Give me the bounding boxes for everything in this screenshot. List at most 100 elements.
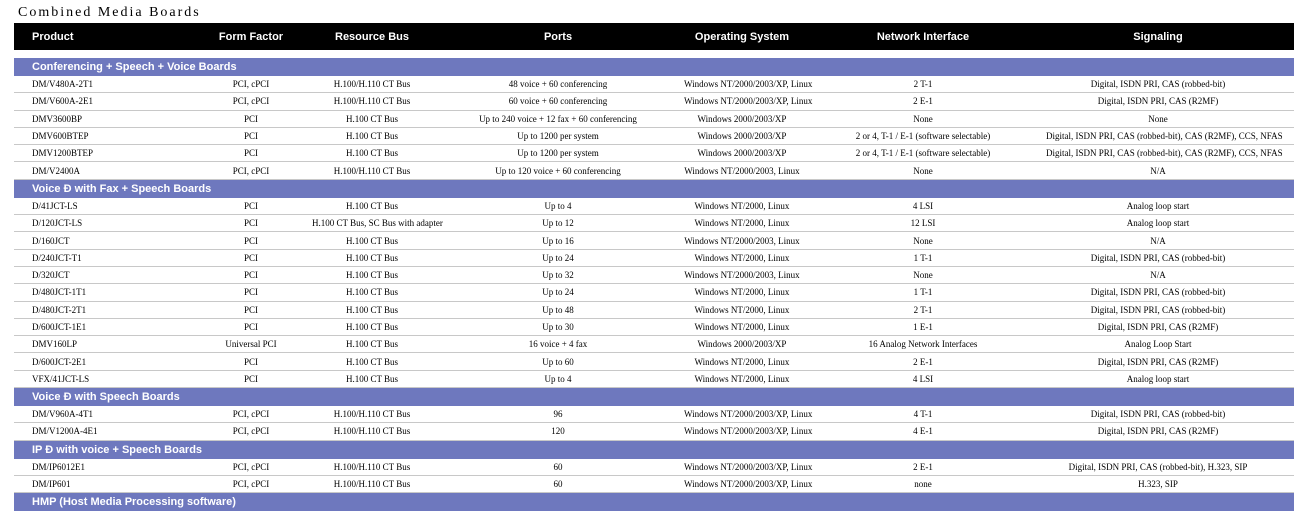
- table-cell: 1 T-1: [800, 283, 1046, 302]
- table-cell: PCI: [190, 352, 312, 371]
- table-cell: PCI, cPCI: [190, 161, 312, 180]
- table-cell: Windows NT/2000/2003/XP, Linux: [684, 422, 812, 441]
- table-row: DM/V600A-2E1 PCI, cPCI H.100/H.110 CT Bus 6…: [14, 92, 1294, 111]
- table-cell: None: [800, 266, 1046, 285]
- table-cell: Windows NT/2000, Linux: [684, 352, 800, 371]
- table-cell: D/120JCT-LS: [14, 214, 190, 233]
- table-cell: Windows NT/2000/2003/XP, Linux: [684, 92, 812, 111]
- table-cell: PCI: [190, 266, 312, 285]
- table-cell: Digital, ISDN PRI, CAS (R2MF): [1046, 352, 1294, 371]
- table-body: Conferencing + Speech + Voice Boards DM/V…: [14, 50, 1294, 512]
- table-row: DM/V960A-4T1 PCI, cPCI H.100/H.110 CT Bus 9…: [14, 406, 1294, 424]
- table-row: DM/V2400A PCI, cPCI H.100/H.110 CT Bus Up t…: [14, 161, 1294, 180]
- table-cell: Up to 4: [432, 370, 684, 389]
- table-cell: H.100/H.110 CT Bus: [312, 92, 432, 111]
- column-header: Operating System: [684, 23, 800, 50]
- table-row: D/160JCT PCI H.100 CT Bus Up to 16 Windows N…: [14, 231, 1294, 250]
- table-cell: D/240JCT-T1: [14, 249, 190, 267]
- table-cell: 1 E-1: [800, 318, 1046, 337]
- table-cell: 96: [432, 406, 684, 424]
- table-cell: None: [1046, 110, 1294, 128]
- table-cell: Up to 12: [432, 214, 684, 233]
- table-cell: 4 T-1: [800, 406, 1046, 424]
- table-cell: H.100/H.110 CT Bus: [312, 458, 432, 476]
- table-cell: Up to 48: [432, 301, 684, 319]
- table-cell: H.100 CT Bus, SC Bus with adapter: [312, 214, 443, 233]
- table-cell: H.100 CT Bus: [312, 266, 432, 285]
- table-cell: D/480JCT-2T1: [14, 301, 190, 319]
- table-cell: H.100/H.110 CT Bus: [312, 161, 432, 180]
- table-cell: Digital, ISDN PRI, CAS (robbed-bit): [1046, 301, 1294, 319]
- table-cell: DM/IP6012E1: [14, 458, 190, 476]
- table-cell: Up to 24: [432, 249, 684, 267]
- table-cell: DM/V2400A: [14, 161, 190, 180]
- table-cell: D/600JCT-2E1: [14, 352, 190, 371]
- table-cell: Windows NT/2000/2003, Linux: [684, 266, 800, 285]
- section-title: Conferencing + Speech + Voice Boards: [14, 58, 1294, 76]
- table-cell: Analog loop start: [1046, 214, 1294, 233]
- table-cell: Analog Loop Start: [1046, 335, 1294, 354]
- table-row: D/120JCT-LS PCI H.100 CT Bus, SC Bus with …: [14, 214, 1294, 233]
- table-cell: DM/V600A-2E1: [14, 92, 190, 111]
- table-cell: PCI, cPCI: [190, 406, 312, 424]
- table-cell: PCI: [190, 127, 312, 146]
- table-cell: D/41JCT-LS: [14, 197, 190, 216]
- table-cell: None: [800, 110, 1046, 128]
- section-row: HMP (Host Media Processing software): [14, 492, 1294, 512]
- table-cell: 48 voice + 60 conferencing: [432, 76, 684, 94]
- table-cell: PCI: [190, 214, 312, 233]
- table-cell: H.100 CT Bus: [312, 231, 432, 250]
- table-row: D/240JCT-T1 PCI H.100 CT Bus Up to 24 Window…: [14, 249, 1294, 267]
- table-cell: None: [800, 231, 1046, 250]
- section-title: IP Ð with voice + Speech Boards: [14, 440, 1294, 459]
- table-cell: Digital, ISDN PRI, CAS (robbed-bit), H.3…: [1046, 458, 1294, 476]
- table-cell: 16 voice + 4 fax: [432, 335, 684, 354]
- table-cell: 2 E-1: [800, 352, 1046, 371]
- section-title: HMP (Host Media Processing software): [14, 492, 1294, 512]
- table-cell: None: [800, 161, 1046, 180]
- table-cell: H.100 CT Bus: [312, 249, 432, 267]
- table-cell: PCI, cPCI: [190, 92, 312, 111]
- table-cell: Windows NT/2000/2003/XP, Linux: [684, 76, 812, 94]
- table-cell: Up to 60: [432, 352, 684, 371]
- table-cell: H.100 CT Bus: [312, 144, 432, 163]
- table-cell: Windows 2000/2003/XP: [684, 110, 800, 128]
- table-row: D/41JCT-LS PCI H.100 CT Bus Up to 4 Windows …: [14, 197, 1294, 216]
- table-row: D/320JCT PCI H.100 CT Bus Up to 32 Windows N…: [14, 266, 1294, 285]
- table-cell: Windows 2000/2003/XP: [684, 335, 800, 354]
- table-row: DMV600BTEP PCI H.100 CT Bus Up to 1200 per …: [14, 127, 1294, 146]
- table-cell: PCI, cPCI: [190, 76, 312, 94]
- table-cell: VFX/41JCT-LS: [14, 370, 190, 389]
- page-title: Combined Media Boards: [18, 5, 201, 20]
- table-cell: DM/V960A-4T1: [14, 406, 190, 424]
- table-cell: 60 voice + 60 conferencing: [432, 92, 684, 111]
- table-cell: H.100 CT Bus: [312, 110, 432, 128]
- table-row: VFX/41JCT-LS PCI H.100 CT Bus Up to 4 Window…: [14, 370, 1294, 389]
- section-row: Voice Ð with Fax + Speech Boards: [14, 179, 1294, 198]
- table-cell: 2 or 4, T-1 / E-1 (software selectable): [800, 144, 1046, 163]
- table-row: DM/IP6012E1 PCI, cPCI H.100/H.110 CT Bus 60…: [14, 458, 1294, 476]
- table-cell: N/A: [1046, 231, 1294, 250]
- table-row: DMV3600BP PCI H.100 CT Bus Up to 240 voice …: [14, 110, 1294, 128]
- table-row: D/480JCT-2T1 PCI H.100 CT Bus Up to 48 Windo…: [14, 301, 1294, 319]
- table-cell: N/A: [1046, 161, 1294, 180]
- table-row: D/600JCT-2E1 PCI H.100 CT Bus Up to 60 Windo…: [14, 352, 1294, 371]
- table-cell: D/160JCT: [14, 231, 190, 250]
- table-cell: H.100 CT Bus: [312, 197, 432, 216]
- table-cell: Windows NT/2000, Linux: [684, 197, 800, 216]
- table-cell: Up to 240 voice + 12 fax + 60 conferenci…: [432, 110, 684, 128]
- table-cell: H.100/H.110 CT Bus: [312, 422, 432, 441]
- table-cell: N/A: [1046, 266, 1294, 285]
- column-header: Resource Bus: [312, 23, 432, 50]
- table-cell: 60: [432, 475, 684, 494]
- table-cell: H.323, SIP: [1046, 475, 1294, 494]
- table-cell: Universal PCI: [190, 335, 312, 354]
- spacer: [14, 50, 1294, 58]
- table-cell: PCI: [190, 110, 312, 128]
- boards-table: Product Form Factor Resource Bus Ports Opera…: [14, 23, 1294, 512]
- table-cell: DM/V480A-2T1: [14, 76, 190, 94]
- table-cell: Digital, ISDN PRI, CAS (robbed-bit), CAS…: [1046, 127, 1294, 146]
- table-row: DM/IP601 PCI, cPCI H.100/H.110 CT Bus 60 Win…: [14, 475, 1294, 494]
- table-cell: Windows NT/2000/2003/XP, Linux: [684, 406, 812, 424]
